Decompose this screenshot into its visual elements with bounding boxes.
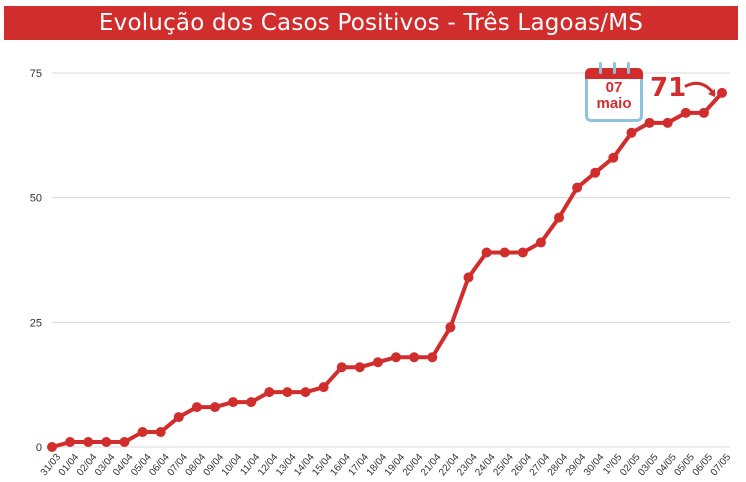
data-point [137,427,148,438]
curved-arrow-icon [684,81,716,97]
data-point [535,237,546,248]
series-line [50,90,724,449]
x-tick-label: 30/04 [582,452,607,479]
data-point [463,272,474,283]
x-tick-labels: 31/0301/0402/0403/0404/0405/0406/0407/04… [39,452,734,479]
data-point [246,397,257,408]
data-point [662,117,673,128]
data-point [65,437,76,448]
data-point [590,167,601,178]
data-point [517,247,528,258]
date-callout: 07 maio [585,62,643,122]
data-point [680,107,691,118]
y-tick-label: 0 [36,442,42,454]
data-point [391,352,402,363]
data-point [318,382,329,393]
data-points [47,87,727,452]
data-point [481,247,492,258]
calendar-ring [613,62,616,74]
data-point [173,412,184,423]
data-point [554,212,565,223]
data-point [499,247,510,258]
data-point [264,387,275,398]
callout-month: maio [596,95,632,112]
callout-value: 71 [650,73,687,103]
data-point [282,387,293,398]
data-point [644,117,655,128]
data-point [608,152,619,163]
x-tick-label: 10/04 [220,452,245,479]
data-point [572,182,583,193]
data-point [409,352,420,363]
y-tick-labels: 0 25 50 75 [30,68,42,454]
data-point [354,362,365,373]
data-point [47,442,57,452]
data-point [372,357,383,368]
calendar-ring [627,62,630,74]
data-point [191,402,202,413]
calendar-ring [599,62,602,74]
y-tick-label: 25 [30,317,42,329]
y-tick-label: 75 [30,68,42,80]
data-point [101,437,112,448]
data-point [626,127,637,138]
data-point [119,437,130,448]
data-point [698,107,709,118]
data-point [427,352,438,363]
data-point [209,402,220,413]
chart-title: Evolução dos Casos Positivos - Três Lago… [4,6,738,40]
data-point [445,322,456,333]
callout-day: 07 [605,79,623,96]
series-polyline [50,90,724,449]
data-point [83,437,94,448]
data-point [336,362,347,373]
data-point [228,397,239,408]
data-point [717,87,727,98]
x-tick-label: 07/05 [709,452,734,479]
data-point [300,387,311,398]
data-point [155,427,166,438]
y-tick-label: 50 [30,193,42,205]
